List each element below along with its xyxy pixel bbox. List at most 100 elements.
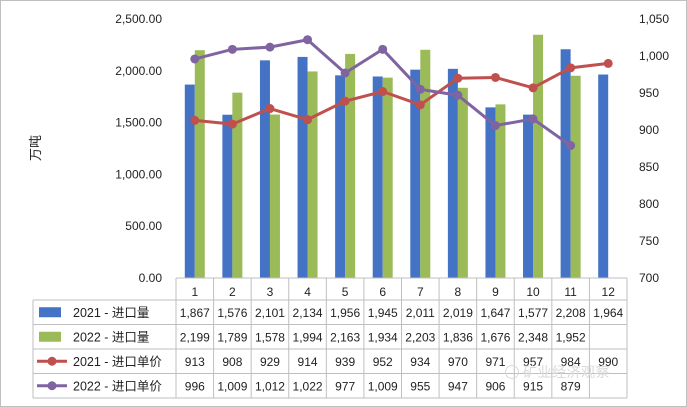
table-cell: 914 xyxy=(298,355,318,369)
x-tick-label: 7 xyxy=(417,285,424,299)
line-point xyxy=(528,114,538,124)
legend-marker xyxy=(47,381,57,391)
legend-swatch xyxy=(39,307,61,318)
line-point xyxy=(303,35,313,45)
table-cell: 1,952 xyxy=(556,330,586,344)
bar xyxy=(447,68,458,278)
table-cell: 2,101 xyxy=(255,306,285,320)
table-cell: 2,163 xyxy=(330,330,360,344)
table-cell: 1,576 xyxy=(217,306,247,320)
table-cell: 1,022 xyxy=(293,379,323,393)
line-point xyxy=(490,72,500,82)
table-cell: 879 xyxy=(561,379,581,393)
table-cell: 1,009 xyxy=(368,379,398,393)
y2-tick-label: 1,050 xyxy=(639,12,669,26)
table-cell: 1,934 xyxy=(368,330,398,344)
line-point xyxy=(453,73,463,83)
table-cell: 1,994 xyxy=(293,330,323,344)
x-tick-label: 10 xyxy=(526,285,540,299)
x-tick-label: 6 xyxy=(379,285,386,299)
bar xyxy=(495,104,506,279)
table-cell: 1,867 xyxy=(180,306,210,320)
axes: 0.00 500.00 1,000.00 1,500.00 2,000.00 2,500.… xyxy=(115,12,669,285)
bar xyxy=(560,49,571,278)
line-point xyxy=(265,42,275,52)
table-cell: 1,956 xyxy=(330,306,360,320)
bar xyxy=(345,53,356,278)
bar xyxy=(335,75,346,278)
table-cell: 1,789 xyxy=(217,330,247,344)
legend-marker xyxy=(47,356,57,366)
y-tick-label: 1,500.00 xyxy=(115,116,162,130)
table-cell: 934 xyxy=(410,355,430,369)
table-cell: 2,208 xyxy=(556,306,586,320)
y-tick-label: 1,000.00 xyxy=(115,167,162,181)
bar xyxy=(533,34,544,279)
watermark: 矿业经济观察 xyxy=(505,362,610,382)
table-cell: 977 xyxy=(335,379,355,393)
y2-tick-label: 800 xyxy=(639,197,659,211)
table-cell: 1,676 xyxy=(480,330,510,344)
bar xyxy=(382,77,393,278)
y-axis-label: 万吨 xyxy=(28,135,43,161)
y2-tick-label: 700 xyxy=(639,271,659,285)
legend-swatch xyxy=(39,331,61,342)
y-tick-label: 2,000.00 xyxy=(115,64,162,78)
table-cell: 2,134 xyxy=(293,306,323,320)
table-cell: 1,012 xyxy=(255,379,285,393)
legend-label: 2021 - 进口单价 xyxy=(73,355,162,369)
y2-tick-label: 750 xyxy=(639,234,659,248)
y2-tick-label: 950 xyxy=(639,86,659,100)
line-point xyxy=(378,44,388,54)
x-tick-label: 11 xyxy=(564,285,577,299)
legend-label: 2022 - 进口量 xyxy=(73,330,149,344)
bar xyxy=(307,71,318,278)
x-tick-label: 8 xyxy=(455,285,462,299)
x-tick-label: 5 xyxy=(342,285,349,299)
line-point xyxy=(490,121,500,131)
line-point xyxy=(415,100,425,110)
line-point xyxy=(378,87,388,97)
table-cell: 971 xyxy=(485,355,505,369)
table-cell: 1,945 xyxy=(368,306,398,320)
table-cell: 996 xyxy=(185,379,205,393)
line-point xyxy=(227,119,237,129)
table-cell: 2,199 xyxy=(180,330,210,344)
y-tick-label: 0.00 xyxy=(139,271,163,285)
table-cell: 955 xyxy=(410,379,430,393)
line-point xyxy=(265,104,275,114)
table-cell: 1,647 xyxy=(480,306,510,320)
line-point xyxy=(566,63,576,73)
bar xyxy=(222,114,233,278)
line-point xyxy=(603,58,613,68)
y-tick-label: 2,500.00 xyxy=(115,12,162,26)
line-point xyxy=(190,54,200,64)
y2-tick-label: 900 xyxy=(639,123,659,137)
table-cell: 929 xyxy=(260,355,280,369)
plot-area xyxy=(184,34,613,279)
table-cell: 947 xyxy=(448,379,468,393)
watermark-text: 矿业经济观察 xyxy=(523,364,610,380)
table-cell: 2,203 xyxy=(405,330,435,344)
table-cell: 984 xyxy=(561,355,581,369)
table-cell: 957 xyxy=(523,355,543,369)
line-point xyxy=(566,141,576,151)
table-cell: 1,836 xyxy=(443,330,473,344)
bar xyxy=(523,114,534,278)
bar xyxy=(194,50,205,279)
table-cell: 2,348 xyxy=(518,330,548,344)
bar xyxy=(420,49,431,279)
y-tick-label: 500.00 xyxy=(125,219,162,233)
line-point xyxy=(340,96,350,106)
bar xyxy=(297,56,308,278)
x-tick-label: 9 xyxy=(492,285,499,299)
y2-tick-label: 1,000 xyxy=(639,49,669,63)
bar xyxy=(232,92,243,278)
table-cell: 906 xyxy=(485,379,505,393)
table-cell: 2,019 xyxy=(443,306,473,320)
x-tick-label: 2 xyxy=(229,285,236,299)
x-tick-label: 4 xyxy=(304,285,311,299)
x-tick-label: 3 xyxy=(267,285,274,299)
table-cell: 1,578 xyxy=(255,330,285,344)
